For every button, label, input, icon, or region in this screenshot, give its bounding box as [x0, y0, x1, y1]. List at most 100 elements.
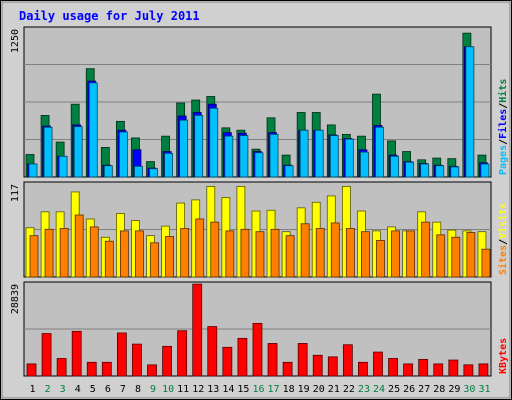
- kbytes-bar-day-22: [342, 344, 353, 377]
- sites-bar-day-10: [165, 236, 174, 278]
- x-tick-label: 24: [373, 384, 385, 395]
- sites-bar-day-3: [59, 228, 69, 278]
- y-max-label: 1250: [10, 29, 21, 53]
- kbytes-bar-day-30: [463, 364, 474, 377]
- sites-bar-day-26: [406, 230, 416, 278]
- kbytes-bar-day-25: [388, 358, 398, 377]
- x-tick-label: 6: [105, 384, 111, 395]
- sites-bar-day-15: [240, 228, 250, 278]
- x-tick-label: 21: [328, 384, 340, 395]
- legend-files: Files: [497, 109, 509, 139]
- x-tick-label: 18: [283, 384, 295, 395]
- pages-bar-day-18: [284, 165, 294, 178]
- pages-bar-day-20: [314, 129, 324, 178]
- kbytes-bar-day-3: [56, 358, 67, 377]
- x-tick-label: 5: [90, 384, 96, 395]
- pages-bar-day-7: [118, 131, 128, 178]
- series-legend: Pages/Files/Hits: [497, 79, 509, 175]
- kbytes-bar-day-29: [448, 359, 459, 377]
- kbytes-bar-day-21: [327, 356, 338, 377]
- kbytes-bar-day-20: [312, 354, 323, 377]
- pages-bar-day-28: [435, 165, 445, 178]
- x-tick-label: 16: [252, 384, 264, 395]
- sites-bar-day-13: [210, 221, 220, 278]
- panel-visits-sites: 117 Sites/Visits: [10, 181, 509, 278]
- pages-bar-day-9: [149, 168, 158, 178]
- pages-bar-day-26: [405, 161, 415, 178]
- x-tick-label: 19: [298, 384, 310, 395]
- pages-bar-day-14: [224, 135, 234, 178]
- kbytes-bar-day-17: [267, 343, 278, 377]
- pages-bar-day-25: [390, 155, 399, 178]
- kbytes-bar-day-14: [222, 346, 233, 377]
- pages-bar-day-10: [164, 152, 173, 178]
- pages-bar-day-19: [299, 129, 309, 178]
- sites-bar-day-19: [300, 223, 310, 278]
- sites-bar-day-24: [376, 240, 385, 278]
- x-tick-label: 26: [403, 384, 415, 395]
- x-tick-label: 17: [268, 384, 280, 395]
- chart-panels: 1250 Pages/Files/Hits 117Sites/Visits28839…: [10, 26, 509, 377]
- pages-bar-day-16: [254, 152, 264, 178]
- pages-bar-day-13: [209, 107, 219, 178]
- pages-bar-day-12: [194, 115, 204, 178]
- x-tick-label: 23: [358, 384, 370, 395]
- x-tick-label: 12: [192, 384, 204, 395]
- panel-hits-files-pages: 1250 Pages/Files/Hits: [10, 26, 509, 178]
- pages-bar-day-24: [375, 126, 384, 178]
- sites-bar-day-7: [119, 230, 129, 278]
- sites-bar-day-14: [225, 230, 235, 278]
- legend-separator: /: [498, 103, 509, 109]
- pages-bar-day-11: [179, 119, 189, 178]
- pages-bar-day-2: [43, 126, 53, 178]
- pages-bar-day-1: [28, 163, 38, 178]
- legend-kbytes: KBytes: [498, 338, 509, 374]
- x-tick-label: 25: [388, 384, 400, 395]
- pages-bar-day-31: [480, 163, 490, 178]
- kbytes-bar-day-1: [26, 363, 37, 377]
- pages-bar-day-17: [269, 133, 279, 178]
- pages-bar-day-4: [73, 126, 83, 178]
- x-tick-label: 28: [433, 384, 445, 395]
- kbytes-bar-day-18: [282, 361, 293, 377]
- pages-bar-day-23: [360, 151, 369, 178]
- kbytes-bar-day-27: [418, 359, 429, 377]
- sites-bar-day-21: [330, 222, 340, 278]
- sites-bar-day-8: [135, 230, 144, 278]
- sites-bar-day-1: [29, 235, 39, 278]
- sites-bar-day-23: [361, 231, 370, 278]
- kbytes-bar-day-5: [86, 361, 97, 377]
- sites-bar-day-30: [466, 232, 476, 278]
- y-max-label: 117: [10, 184, 21, 202]
- x-tick-label: 3: [60, 384, 66, 395]
- sites-bar-day-28: [436, 234, 446, 278]
- pages-bar-day-29: [450, 166, 460, 178]
- x-tick-label: 27: [418, 384, 430, 395]
- kbytes-bar-day-24: [373, 351, 383, 377]
- kbytes-bar-day-8: [132, 343, 142, 377]
- pages-bar-day-15: [239, 135, 249, 178]
- x-tick-label: 31: [478, 384, 490, 395]
- kbytes-bar-day-23: [358, 361, 368, 377]
- legend-visits: Visits: [497, 203, 509, 239]
- x-axis-labels: 1 2 3 4 5 6 7 8 9 10 11 12 13 14 15 16 17 18 19 20 21 22 23 24 2…: [30, 384, 491, 395]
- kbytes-bar-day-10: [162, 345, 172, 377]
- sites-bar-day-5: [89, 226, 99, 278]
- x-tick-label: 22: [343, 384, 355, 395]
- x-tick-label: 11: [177, 384, 189, 395]
- x-tick-label: 7: [120, 384, 126, 395]
- x-tick-label: 13: [207, 384, 219, 395]
- sites-bar-day-18: [285, 235, 295, 278]
- sites-bar-day-22: [345, 228, 355, 278]
- x-tick-label: 1: [30, 384, 36, 395]
- chart-title: Daily usage for July 2011: [19, 9, 200, 23]
- panel-kbytes: 28839 KBytes: [10, 281, 509, 377]
- kbytes-bar-day-4: [71, 330, 82, 377]
- x-tick-label: 30: [463, 384, 475, 395]
- kbytes-bar-day-7: [116, 332, 127, 377]
- sites-bar-day-29: [451, 236, 461, 278]
- legend-hits: Hits: [497, 79, 509, 103]
- sites-bar-day-12: [195, 218, 205, 278]
- pages-bar-day-27: [420, 163, 430, 178]
- kbytes-bar-day-19: [297, 343, 308, 377]
